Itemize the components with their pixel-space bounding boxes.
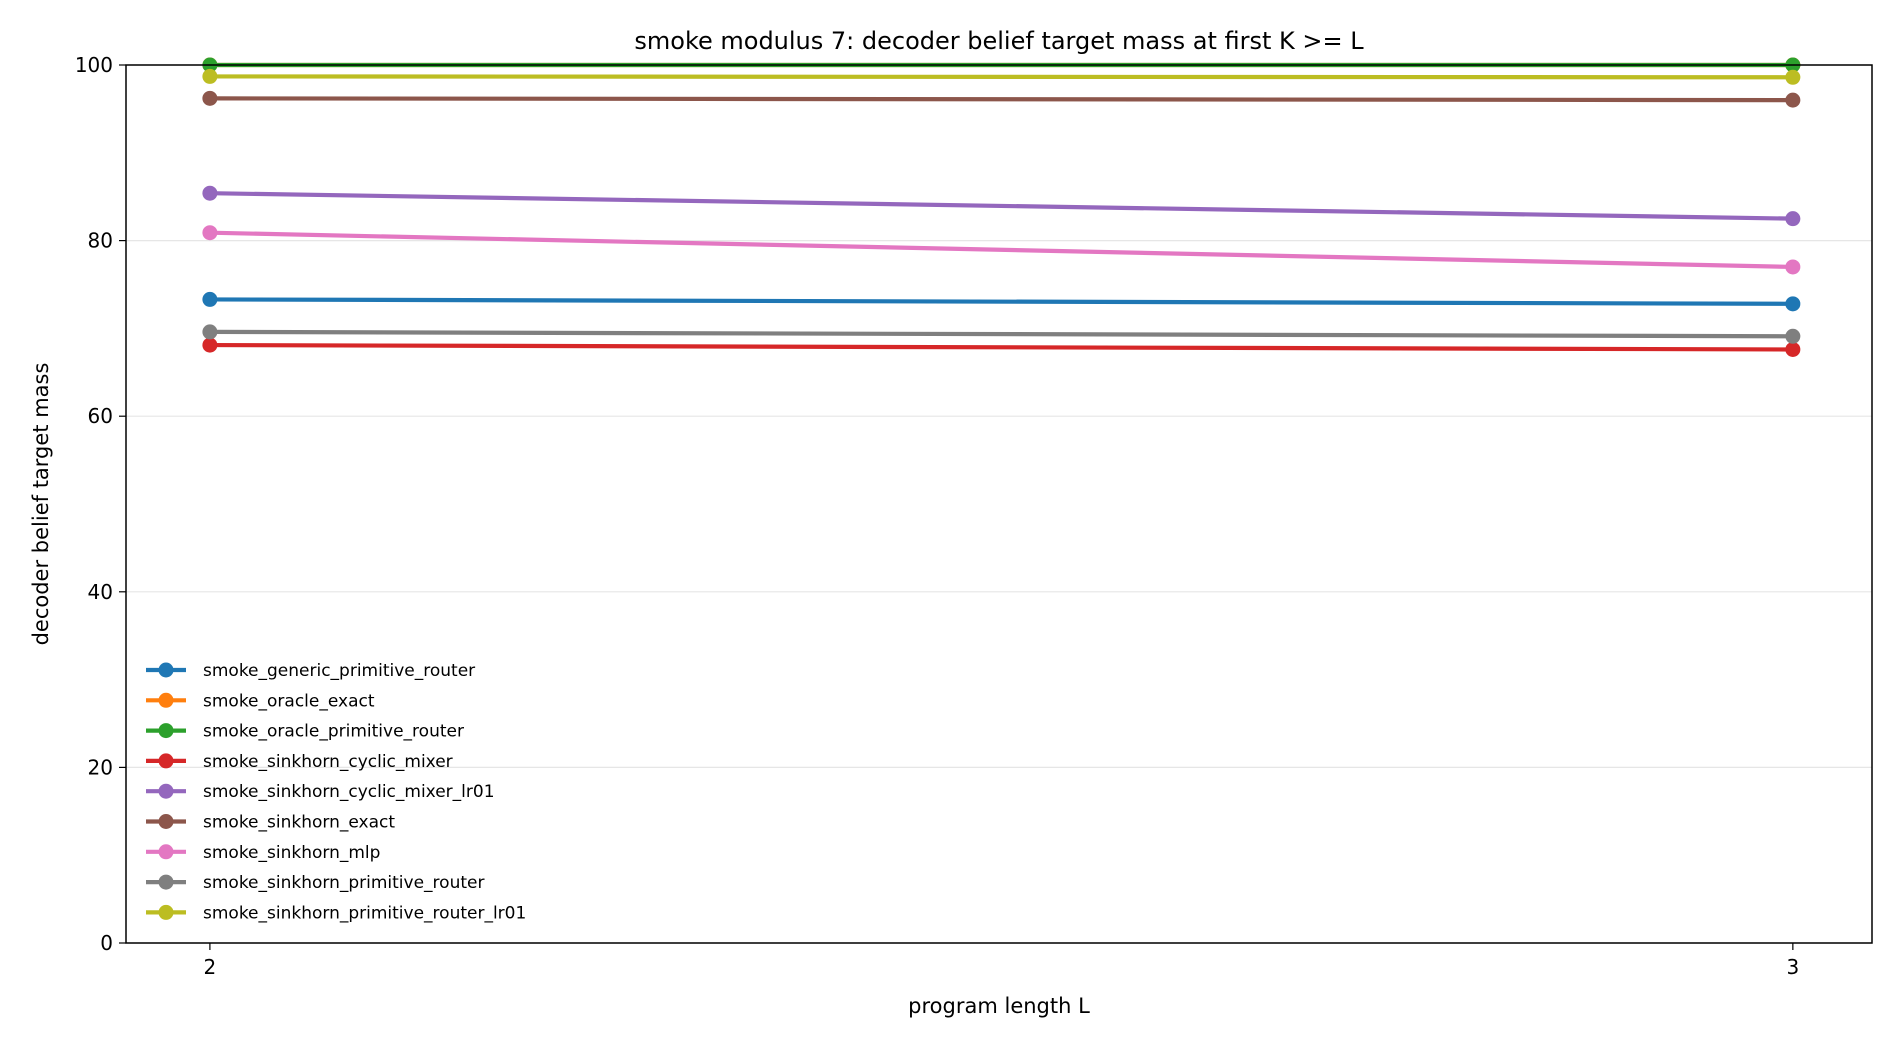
y-tick-label: 60 [88,404,113,428]
data-point [202,324,218,340]
series-line [207,191,1795,221]
legend-marker [158,692,174,708]
series-line [207,96,1795,103]
legend-marker [158,904,174,920]
data-point [1785,92,1801,108]
y-tick-label: 100 [75,53,113,77]
legend-marker [158,753,174,769]
series-line [207,329,1795,339]
chart-title: smoke modulus 7: decoder belief target m… [634,27,1364,55]
data-point [1785,69,1801,85]
legend-marker [158,814,174,829]
legend-entry: smoke_sinkhorn_cyclic_mixer [146,752,453,772]
legend-marker [158,844,174,860]
legend-label: smoke_oracle_primitive_router [203,722,464,742]
series-smoke_sinkhorn_cyclic_mixer_lr01 [202,185,1801,227]
legend-label: smoke_sinkhorn_cyclic_mixer [203,752,453,772]
legend-label: smoke_generic_primitive_router [203,661,475,681]
series-layer [202,57,1801,357]
legend-label: smoke_sinkhorn_mlp [203,843,380,863]
data-point [202,90,218,106]
data-point [1785,259,1801,275]
series-smoke_sinkhorn_exact [202,90,1801,108]
data-point [202,291,218,307]
data-point [202,68,218,84]
series-smoke_sinkhorn_primitive_router_lr01 [202,68,1801,85]
legend-label: smoke_sinkhorn_cyclic_mixer_lr01 [203,782,495,802]
data-point [1785,328,1801,344]
legend-entry: smoke_sinkhorn_cyclic_mixer_lr01 [146,782,495,802]
legend-entry: smoke_oracle_primitive_router [146,722,464,742]
y-tick-label: 0 [100,931,113,955]
x-axis-label: program length L [908,994,1090,1018]
data-point [1785,296,1801,312]
legend-marker [158,662,174,678]
y-tick-label: 80 [88,229,113,253]
plot-frame [125,64,1873,944]
series-smoke_sinkhorn_mlp [202,225,1801,275]
data-point [1785,341,1801,357]
legend-entry: smoke_sinkhorn_primitive_router_lr01 [146,903,526,923]
y-tick-label: 20 [88,755,113,779]
legend-entry: smoke_oracle_exact [146,691,375,711]
legend-entry: smoke_sinkhorn_mlp [146,843,380,863]
data-point [202,337,218,353]
y-axis-label: decoder belief target mass [29,363,53,646]
legend-entry: smoke_sinkhorn_exact [146,813,395,833]
x-tick-label: 3 [1786,955,1799,979]
data-point [202,185,218,201]
data-point [1785,211,1801,227]
series-smoke_generic_primitive_router [202,291,1801,312]
legend-marker [158,783,174,799]
series-line [207,74,1795,80]
series-smoke_sinkhorn_cyclic_mixer [202,337,1801,357]
series-line [207,342,1795,352]
legend-marker [158,874,174,890]
axis-layer: 0 20 40 60 80 100 2 3 [75,53,1799,979]
legend-marker [158,723,174,739]
legend: smoke_generic_primitive_router smoke_orac… [146,661,526,923]
legend-label: smoke_sinkhorn_primitive_router [203,873,484,893]
legend-label: smoke_sinkhorn_exact [203,813,395,833]
series-smoke_sinkhorn_primitive_router [202,324,1801,344]
series-line [207,297,1795,306]
legend-label: smoke_sinkhorn_primitive_router_lr01 [203,903,526,923]
y-tick-label: 40 [88,580,113,604]
legend-entry: smoke_sinkhorn_primitive_router [146,873,484,893]
legend-entry: smoke_generic_primitive_router [146,661,475,681]
series-line [207,230,1795,270]
x-tick-label: 2 [204,955,217,979]
data-point [202,225,218,241]
legend-label: smoke_oracle_exact [203,691,375,711]
